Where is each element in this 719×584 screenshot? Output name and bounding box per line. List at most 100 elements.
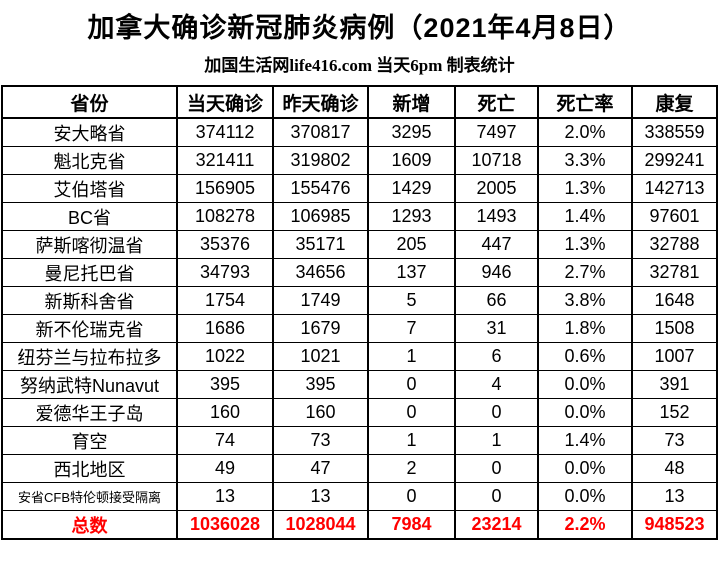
- cell-recovered: 1508: [631, 314, 718, 343]
- cell-province: 新斯科舍省: [1, 286, 178, 315]
- cell-today-confirmed: 34793: [176, 258, 274, 287]
- table-row: 努纳武特Nunavut 395 395 0 4 0.0% 391: [1, 370, 718, 399]
- cell-today-confirmed: 13: [176, 482, 274, 511]
- cell-deaths: 2005: [454, 174, 539, 203]
- cell-today-confirmed: 108278: [176, 202, 274, 231]
- cell-new-cases: 1429: [367, 174, 456, 203]
- cell-yesterday-confirmed: 1749: [272, 286, 369, 315]
- cell-province: 爱德华王子岛: [1, 398, 178, 427]
- cell-recovered: 13: [631, 482, 718, 511]
- cell-yesterday-confirmed: 34656: [272, 258, 369, 287]
- cell-province: BC省: [1, 202, 178, 231]
- cell-today-confirmed: 1686: [176, 314, 274, 343]
- cell-death-rate: 1.3%: [537, 230, 633, 259]
- cell-recovered: 152: [631, 398, 718, 427]
- cell-province: 西北地区: [1, 454, 178, 483]
- cell-yesterday-confirmed: 319802: [272, 146, 369, 175]
- cell-death-rate: 0.0%: [537, 482, 633, 511]
- cell-death-rate: 1.4%: [537, 202, 633, 231]
- cell-new-cases: 1609: [367, 146, 456, 175]
- column-header-death-rate: 死亡率: [537, 85, 633, 119]
- cell-yesterday-confirmed: 13: [272, 482, 369, 511]
- cell-recovered: 32781: [631, 258, 718, 287]
- table-row: 西北地区 49 47 2 0 0.0% 48: [1, 454, 718, 483]
- cell-recovered: 97601: [631, 202, 718, 231]
- column-header-deaths: 死亡: [454, 85, 539, 119]
- column-header-recovered: 康复: [631, 85, 718, 119]
- total-label: 总数: [1, 510, 178, 540]
- total-deaths: 23214: [454, 510, 539, 540]
- table-row: 艾伯塔省 156905 155476 1429 2005 1.3% 142713: [1, 174, 718, 203]
- cell-yesterday-confirmed: 1679: [272, 314, 369, 343]
- table-row: 萨斯喀彻温省 35376 35171 205 447 1.3% 32788: [1, 230, 718, 259]
- table-body: 安大略省 374112 370817 3295 7497 2.0% 338559 魁北克省 32…: [1, 117, 718, 540]
- cell-today-confirmed: 156905: [176, 174, 274, 203]
- covid-stats-table: 省份 当天确诊 昨天确诊 新增 死亡 死亡率 康复 安大略省 374112 370817 3295…: [1, 85, 718, 540]
- cell-recovered: 48: [631, 454, 718, 483]
- total-today-confirmed: 1036028: [176, 510, 274, 540]
- cell-deaths: 66: [454, 286, 539, 315]
- column-header-new-cases: 新增: [367, 85, 456, 119]
- cell-province: 曼尼托巴省: [1, 258, 178, 287]
- cell-death-rate: 0.0%: [537, 454, 633, 483]
- cell-recovered: 391: [631, 370, 718, 399]
- cell-yesterday-confirmed: 73: [272, 426, 369, 455]
- cell-today-confirmed: 321411: [176, 146, 274, 175]
- cell-today-confirmed: 395: [176, 370, 274, 399]
- cell-recovered: 299241: [631, 146, 718, 175]
- cell-deaths: 0: [454, 454, 539, 483]
- cell-deaths: 6: [454, 342, 539, 371]
- cell-deaths: 447: [454, 230, 539, 259]
- table-row: 育空 74 73 1 1 1.4% 73: [1, 426, 718, 455]
- cell-yesterday-confirmed: 160: [272, 398, 369, 427]
- cell-province: 努纳武特Nunavut: [1, 370, 178, 399]
- column-header-yesterday-confirmed: 昨天确诊: [272, 85, 369, 119]
- cell-new-cases: 7: [367, 314, 456, 343]
- cell-death-rate: 1.3%: [537, 174, 633, 203]
- table-row: 魁北克省 321411 319802 1609 10718 3.3% 299241: [1, 146, 718, 175]
- cell-today-confirmed: 35376: [176, 230, 274, 259]
- total-recovered: 948523: [631, 510, 718, 540]
- cell-deaths: 1493: [454, 202, 539, 231]
- cell-death-rate: 2.7%: [537, 258, 633, 287]
- cell-today-confirmed: 374112: [176, 117, 274, 147]
- cell-death-rate: 2.0%: [537, 117, 633, 147]
- cell-province: 新不伦瑞克省: [1, 314, 178, 343]
- cell-new-cases: 0: [367, 398, 456, 427]
- cell-death-rate: 3.3%: [537, 146, 633, 175]
- page-subtitle: 加国生活网life416.com 当天6pm 制表统计: [204, 56, 515, 75]
- cell-new-cases: 1: [367, 426, 456, 455]
- cell-deaths: 4: [454, 370, 539, 399]
- cell-today-confirmed: 160: [176, 398, 274, 427]
- cell-province: 安大略省: [1, 117, 178, 147]
- cell-province: 魁北克省: [1, 146, 178, 175]
- total-yesterday-confirmed: 1028044: [272, 510, 369, 540]
- cell-deaths: 946: [454, 258, 539, 287]
- table-row: 曼尼托巴省 34793 34656 137 946 2.7% 32781: [1, 258, 718, 287]
- cell-death-rate: 3.8%: [537, 286, 633, 315]
- cell-new-cases: 0: [367, 482, 456, 511]
- total-new-cases: 7984: [367, 510, 456, 540]
- cell-death-rate: 1.4%: [537, 426, 633, 455]
- cell-yesterday-confirmed: 395: [272, 370, 369, 399]
- cell-new-cases: 2: [367, 454, 456, 483]
- cell-death-rate: 0.0%: [537, 398, 633, 427]
- cell-deaths: 7497: [454, 117, 539, 147]
- cell-death-rate: 1.8%: [537, 314, 633, 343]
- cell-deaths: 0: [454, 482, 539, 511]
- table-row: 新斯科舍省 1754 1749 5 66 3.8% 1648: [1, 286, 718, 315]
- cell-deaths: 1: [454, 426, 539, 455]
- cell-recovered: 32788: [631, 230, 718, 259]
- column-header-province: 省份: [1, 85, 178, 119]
- cell-today-confirmed: 49: [176, 454, 274, 483]
- cell-province: 萨斯喀彻温省: [1, 230, 178, 259]
- cell-deaths: 31: [454, 314, 539, 343]
- header-row: 省份 当天确诊 昨天确诊 新增 死亡 死亡率 康复: [1, 85, 718, 119]
- cell-province: 纽芬兰与拉布拉多: [1, 342, 178, 371]
- cell-recovered: 1648: [631, 286, 718, 315]
- cell-new-cases: 0: [367, 370, 456, 399]
- cell-today-confirmed: 1754: [176, 286, 274, 315]
- table-row: 安大略省 374112 370817 3295 7497 2.0% 338559: [1, 117, 718, 147]
- cell-yesterday-confirmed: 155476: [272, 174, 369, 203]
- cell-yesterday-confirmed: 1021: [272, 342, 369, 371]
